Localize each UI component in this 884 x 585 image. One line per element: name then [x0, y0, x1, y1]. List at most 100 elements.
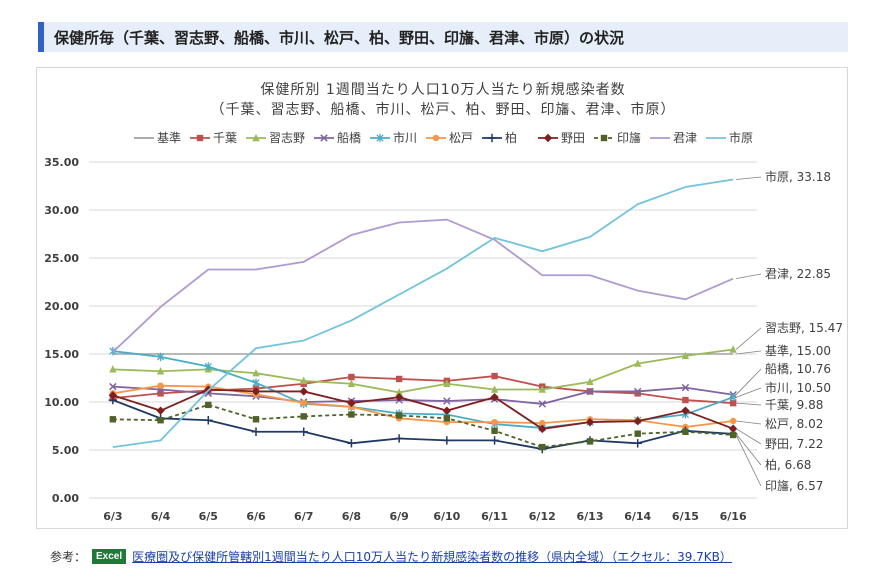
end-label: 船橋, 10.76	[735, 362, 831, 395]
end-label: 松戸, 8.02	[736, 417, 823, 431]
chart-frame: 保健所別 1週間当たり人口10万人当たり新規感染者数 （千葉、習志野、船橋、市川…	[36, 67, 848, 529]
leader-line	[736, 402, 762, 406]
leader-line	[735, 428, 762, 445]
legend-item: 基準	[134, 130, 181, 145]
data-point	[538, 400, 547, 408]
legend-marker	[320, 134, 328, 142]
data-point	[634, 359, 642, 367]
end-label-text: 印旛, 6.57	[765, 478, 823, 493]
data-point	[347, 398, 356, 408]
data-point	[251, 427, 261, 436]
legend-marker	[487, 133, 497, 143]
data-point	[586, 377, 594, 386]
data-point	[300, 376, 308, 385]
data-point	[442, 436, 452, 445]
legend-item: 松戸	[426, 131, 473, 145]
data-point	[299, 427, 308, 436]
data-point	[394, 393, 404, 402]
data-point	[156, 406, 165, 415]
data-point	[490, 436, 499, 445]
y-tick-label: 5.00	[52, 444, 79, 457]
x-tick-label: 6/14	[624, 510, 651, 523]
legend-label: 松戸	[449, 131, 473, 145]
x-tick-label: 6/16	[720, 510, 747, 523]
end-label-text: 船橋, 10.76	[765, 362, 831, 376]
data-point	[205, 401, 212, 409]
data-point	[443, 379, 451, 387]
data-point	[157, 390, 164, 397]
data-point	[633, 439, 642, 448]
leader-line	[736, 176, 762, 180]
excel-download-link[interactable]: 医療圏及び保健所管轄別1週間当たり人口10万人当たり新規感染者数の推移（県内全域…	[132, 549, 732, 564]
legend-label: 船橋	[337, 131, 361, 145]
legend-item: 野田	[538, 131, 585, 145]
legend-item: 市川	[370, 130, 417, 145]
legend-item: 千葉	[190, 131, 237, 145]
legend-item: 印旛	[594, 130, 641, 145]
x-tick-label: 6/12	[529, 510, 556, 523]
data-point	[633, 417, 642, 426]
leader-line	[735, 368, 762, 395]
legend: 基準 千葉 習志野 船橋 市川 松戸 柏 野田 印旛 君津 市原	[134, 130, 753, 145]
end-label-text: 野田, 7.22	[765, 437, 823, 451]
y-tick-label: 0.00	[52, 492, 79, 505]
data-point	[634, 430, 641, 437]
data-point	[157, 382, 164, 389]
data-point	[539, 419, 546, 427]
end-label-text: 君津, 22.85	[765, 267, 831, 281]
end-label-text: 市原, 33.18	[765, 169, 831, 184]
data-point	[634, 390, 641, 397]
data-point	[347, 379, 356, 387]
grid-layer	[89, 161, 757, 499]
series-line	[112, 403, 734, 449]
data-point	[729, 399, 737, 407]
data-point	[443, 415, 451, 422]
data-point	[729, 431, 737, 439]
x-tick-label: 6/3	[103, 510, 122, 523]
data-point	[728, 424, 738, 433]
y-tick-label: 10.00	[44, 396, 79, 409]
end-label-text: 習志野, 15.47	[765, 321, 843, 335]
end-label: 君津, 22.85	[736, 267, 831, 281]
data-point	[347, 439, 356, 448]
chart-title: 保健所別 1週間当たり人口10万人当たり新規感染者数	[260, 81, 625, 98]
leader-line	[735, 327, 762, 350]
data-point	[729, 417, 737, 425]
y-tick-label: 15.00	[44, 348, 79, 361]
data-point	[300, 399, 307, 407]
data-point	[157, 417, 164, 424]
end-label: 基準, 15.00	[736, 343, 831, 358]
x-tick-label: 6/7	[294, 510, 313, 523]
data-point	[681, 351, 690, 360]
y-tick-label: 25.00	[44, 252, 79, 265]
series-line	[112, 399, 734, 450]
data-point	[156, 352, 165, 362]
series-layer	[108, 178, 738, 454]
x-tick-label: 6/15	[672, 510, 699, 523]
x-tick-label: 6/8	[342, 510, 361, 523]
data-point	[300, 413, 307, 420]
x-tick-label: 6/13	[577, 510, 604, 523]
leader-line	[736, 420, 762, 425]
legend-label: 君津	[673, 131, 697, 145]
data-point	[491, 418, 498, 426]
end-label-text: 松戸, 8.02	[765, 417, 823, 431]
legend-item: 柏	[482, 130, 517, 145]
end-label: 習志野, 15.47	[735, 321, 843, 350]
data-point	[252, 378, 260, 387]
data-point	[348, 373, 355, 381]
leader-line	[735, 434, 762, 487]
series-line	[112, 388, 734, 430]
data-point	[299, 387, 308, 396]
series-君津	[112, 218, 734, 353]
data-point	[109, 382, 117, 391]
legend-label: 市原	[729, 130, 753, 145]
data-point	[586, 387, 594, 396]
reference-label: 参考：	[50, 549, 87, 564]
legend-item: 市原	[706, 130, 753, 145]
data-point	[204, 362, 212, 371]
data-point	[681, 383, 690, 392]
end-labels: 基準, 15.00 千葉, 9.88 習志野, 15.47 船橋, 10.76 市川, …	[735, 169, 843, 493]
legend-label: 柏	[505, 130, 517, 145]
reference-line: 参考： Excel 医療圏及び保健所管轄別1週間当たり人口10万人当たり新規感染…	[50, 546, 732, 566]
